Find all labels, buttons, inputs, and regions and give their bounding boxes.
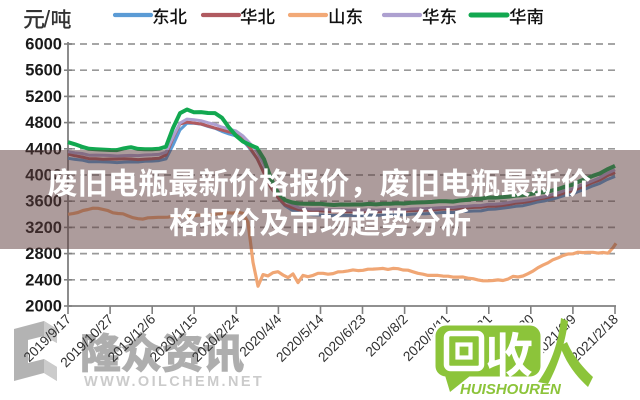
svg-text:5600: 5600 xyxy=(25,62,62,80)
svg-text:2800: 2800 xyxy=(25,245,62,263)
svg-text:2400: 2400 xyxy=(25,271,62,289)
svg-text:6000: 6000 xyxy=(25,36,62,54)
svg-text:2000: 2000 xyxy=(25,298,62,316)
svg-text:4800: 4800 xyxy=(25,114,62,132)
svg-text:5200: 5200 xyxy=(25,88,62,106)
svg-text:WWW.OILCHEM.NET: WWW.OILCHEM.NET xyxy=(84,374,264,390)
svg-text:/: / xyxy=(44,7,51,34)
svg-text:HUISHOUREN: HUISHOUREN xyxy=(460,381,562,398)
